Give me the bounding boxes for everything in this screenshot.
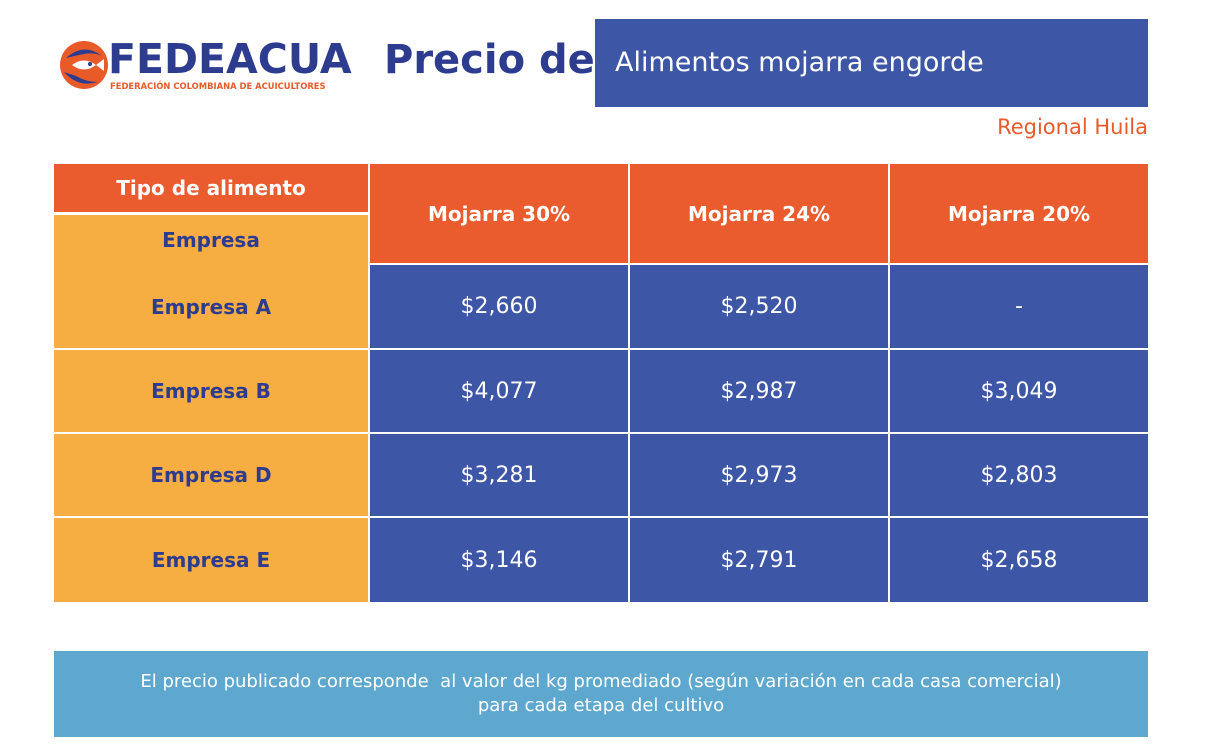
row-label-empresa-e: Empresa E [54, 518, 368, 602]
row-label-empresa-d: Empresa D [54, 434, 368, 516]
price-cell: $2,803 [890, 434, 1148, 516]
price-value: $4,077 [460, 378, 538, 404]
row-label: Empresa B [151, 379, 271, 403]
price-cell: $4,077 [370, 350, 628, 432]
row-label: Empresa E [151, 548, 271, 572]
column-header-mojarra-30: Mojarra 30% [370, 164, 628, 263]
price-cell: $3,049 [890, 350, 1148, 432]
price-value: - [1015, 294, 1023, 319]
header-tipo-alimento-label: Tipo de alimento [116, 176, 306, 200]
price-value: $2,520 [720, 294, 798, 319]
note-line-1: El precio publicado corresponde al valor… [140, 671, 1062, 692]
header-tipo-alimento: Tipo de alimento [54, 164, 368, 212]
row-label-empresa-a: Empresa A [54, 265, 368, 348]
price-cell: $2,973 [630, 434, 888, 516]
logo-subtitle: FEDERACIÓN COLOMBIANA DE ACUICULTORES [110, 81, 326, 91]
region-label: Regional Huila [997, 115, 1148, 139]
fedeacua-logo: FEDEACUA FEDERACIÓN COLOMBIANA DE ACUICU… [58, 35, 352, 100]
price-value: $2,973 [720, 462, 798, 488]
page-title: Alimentos mojarra engorde [615, 47, 984, 78]
column-header-mojarra-24: Mojarra 24% [630, 164, 888, 263]
title-prefix: Precio de [384, 37, 595, 83]
price-cell: - [890, 265, 1148, 348]
note-line-2: para cada etapa del cultivo [477, 695, 725, 716]
price-value: $2,987 [720, 378, 798, 404]
column-header-label: Mojarra 20% [947, 201, 1091, 226]
title-banner: Alimentos mojarra engorde [595, 19, 1148, 107]
price-value: $2,803 [980, 462, 1058, 488]
price-cell: $2,987 [630, 350, 888, 432]
header-divider [54, 212, 368, 215]
column-header-label: Mojarra 30% [427, 201, 571, 226]
price-value: $3,146 [460, 547, 538, 573]
header-empresa-label: Empresa [162, 228, 260, 252]
column-header-label: Mojarra 24% [687, 201, 831, 226]
price-value: $3,281 [460, 462, 538, 488]
price-value: $2,791 [720, 547, 798, 573]
price-note: El precio publicado corresponde al valor… [54, 651, 1148, 737]
price-cell: $3,146 [370, 518, 628, 602]
logo-wordmark: FEDEACUA [108, 35, 352, 83]
header-col-divider [368, 164, 370, 265]
row-label-empresa-b: Empresa B [54, 350, 368, 432]
row-label: Empresa D [150, 463, 272, 487]
price-cell: $2,658 [890, 518, 1148, 602]
fish-logo-icon [60, 41, 108, 89]
row-label: Empresa A [150, 294, 272, 319]
price-cell: $2,660 [370, 265, 628, 348]
header-empresa: Empresa [54, 215, 368, 265]
column-header-mojarra-20: Mojarra 20% [890, 164, 1148, 263]
price-cell: $3,281 [370, 434, 628, 516]
price-table: Tipo de alimento Empresa Mojarra 30% Moj… [54, 164, 1148, 602]
price-cell: $2,791 [630, 518, 888, 602]
price-value: $2,660 [460, 294, 538, 319]
price-value: $3,049 [980, 378, 1058, 404]
price-cell: $2,520 [630, 265, 888, 348]
price-value: $2,658 [980, 547, 1058, 573]
